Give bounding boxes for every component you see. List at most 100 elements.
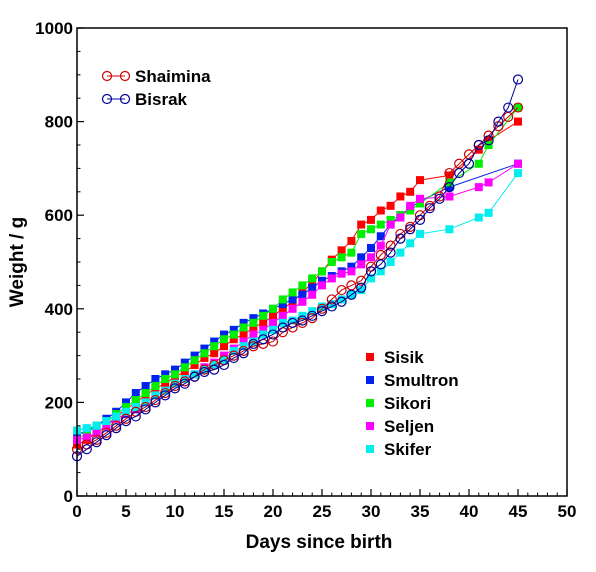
legend-label: Shaimina <box>135 67 211 86</box>
x-axis-label: Days since birth <box>246 532 393 553</box>
data-point-sikori <box>386 215 395 224</box>
data-point-sisik <box>220 342 228 351</box>
data-point-sisik <box>386 201 395 210</box>
y-tick-label: 600 <box>45 206 73 225</box>
data-point-bisrak <box>395 233 406 244</box>
data-point-shaimina <box>267 336 279 347</box>
data-point-seljen <box>386 220 395 229</box>
data-point-sisik <box>190 360 199 369</box>
y-tick-label: 200 <box>45 393 73 412</box>
data-point-skifer <box>122 407 130 416</box>
data-point-bisrak <box>111 423 122 434</box>
data-point-seljen <box>416 194 424 203</box>
data-point-seljen <box>278 311 287 320</box>
data-point-skifer <box>396 248 405 257</box>
data-point-skifer <box>474 213 483 222</box>
data-point-sikori <box>357 229 366 238</box>
data-point-bisrak <box>101 430 112 441</box>
data-point-skifer <box>376 267 385 276</box>
y-tick-label: 1000 <box>35 19 73 38</box>
legend-marker <box>119 93 131 105</box>
data-point-bisrak <box>120 416 132 427</box>
data-point-seljen <box>239 337 248 346</box>
data-point-bisrak <box>336 296 347 307</box>
legend-item-bisrak: Bisrak <box>101 90 188 109</box>
legend-marker <box>119 70 131 82</box>
data-point-bisrak <box>160 390 171 401</box>
legend-marker <box>366 399 374 407</box>
data-point-smultron <box>190 351 199 360</box>
data-point-sisik <box>239 330 248 339</box>
x-tick-label: 50 <box>558 502 577 521</box>
y-tick-label: 400 <box>45 300 73 319</box>
data-point-sikori <box>347 248 356 257</box>
y-tick-label: 0 <box>64 487 73 506</box>
data-point-seljen <box>367 253 375 262</box>
data-point-bisrak <box>258 334 269 345</box>
data-point-sikori <box>416 199 424 208</box>
data-point-sikori <box>367 225 375 234</box>
data-point-skifer <box>445 225 454 234</box>
data-point-bisrak <box>248 338 259 349</box>
data-point-sikori <box>474 159 483 168</box>
data-point-bisrak <box>91 437 102 448</box>
x-tick-label: 10 <box>166 502 185 521</box>
data-point-smultron <box>131 389 140 398</box>
data-point-skifer <box>337 295 346 304</box>
data-point-smultron <box>151 375 160 383</box>
data-point-bisrak <box>297 315 308 326</box>
data-point-sikori <box>210 342 219 351</box>
data-point-sikori <box>171 370 179 379</box>
data-point-skifer <box>102 417 111 426</box>
legend-label: Smultron <box>384 371 459 390</box>
data-point-skifer <box>357 286 366 295</box>
data-point-seljen <box>327 274 336 283</box>
legend-marker <box>101 93 113 105</box>
series-sisik <box>73 117 522 449</box>
data-point-seljen <box>357 260 366 269</box>
data-point-sisik <box>249 323 258 332</box>
data-point-seljen <box>337 269 346 278</box>
data-point-bisrak <box>169 383 181 394</box>
data-point-sisik <box>357 220 366 229</box>
data-point-seljen <box>259 325 268 334</box>
data-point-bisrak <box>140 404 151 415</box>
data-point-bisrak <box>267 329 279 340</box>
data-point-bisrak <box>434 193 445 204</box>
data-point-seljen <box>318 281 326 290</box>
data-point-bisrak <box>463 158 475 169</box>
data-point-smultron <box>220 330 228 339</box>
data-point-smultron <box>347 262 356 271</box>
data-point-sikori <box>269 304 277 313</box>
data-point-bisrak <box>199 366 210 378</box>
x-tick-label: 25 <box>313 502 332 521</box>
data-point-sisik <box>376 206 385 215</box>
data-point-seljen <box>376 241 385 250</box>
data-point-bisrak <box>385 247 396 258</box>
data-point-bisrak <box>424 203 435 214</box>
data-point-skifer <box>514 169 522 178</box>
series-line-skifer <box>76 172 519 431</box>
legend-marker <box>101 70 113 82</box>
data-point-bisrak <box>307 310 318 321</box>
data-point-smultron <box>229 325 238 334</box>
data-point-sisik <box>269 311 277 320</box>
data-point-smultron <box>376 232 385 241</box>
data-point-skifer <box>386 258 395 266</box>
data-point-sikori <box>229 330 238 339</box>
data-point-skifer <box>112 412 121 421</box>
y-tick-label: 800 <box>45 113 73 132</box>
data-point-bisrak <box>130 411 141 422</box>
legend-item-shaimina: Shaimina <box>101 67 211 86</box>
data-point-sisik <box>514 117 522 126</box>
data-point-bisrak <box>209 364 220 375</box>
data-point-bisrak <box>150 397 161 408</box>
data-point-shaimina <box>326 294 337 305</box>
data-point-smultron <box>171 365 179 374</box>
data-point-sikori <box>259 311 268 320</box>
data-point-sisik <box>259 318 268 327</box>
data-point-sisik <box>180 367 189 376</box>
axis-ticks: 0 5 10 15 20 25 30 35 40 45 50 0 200 400 600 800 1000 <box>35 19 576 521</box>
data-point-smultron <box>288 295 297 304</box>
